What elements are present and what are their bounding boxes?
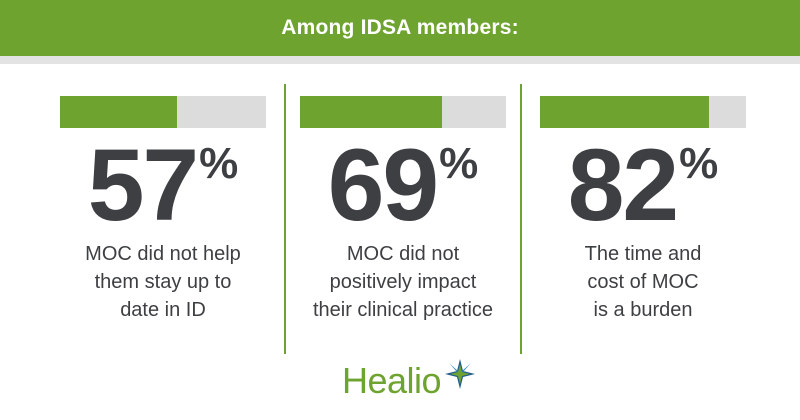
stat-percentage: 69% — [300, 134, 506, 236]
caption-line: date in ID — [120, 299, 206, 321]
percent-sign: % — [679, 139, 719, 188]
stat-value: 57 — [87, 128, 199, 242]
percent-sign: % — [199, 139, 239, 188]
header-divider — [0, 56, 800, 64]
header-banner: Among IDSA members: — [0, 0, 800, 56]
header-title: Among IDSA members: — [281, 16, 519, 39]
progress-bar-track — [540, 96, 746, 128]
progress-bar-fill — [300, 96, 443, 128]
healio-star-icon — [445, 359, 476, 389]
logo-text: Healio — [342, 360, 442, 401]
caption-line: MOC did not — [346, 243, 460, 265]
progress-bar-fill — [540, 96, 709, 128]
percent-sign: % — [439, 139, 479, 188]
column-divider — [284, 84, 286, 354]
stat-caption: The time and cost of MOC is a burden — [540, 240, 746, 324]
stat-caption: MOC did not help them stay up to date in… — [60, 240, 266, 324]
stat-card: 57% MOC did not help them stay up to dat… — [60, 96, 266, 324]
caption-line: their clinical practice — [312, 299, 494, 321]
stat-card: 69% MOC did not positively impact their … — [300, 96, 506, 324]
progress-bar-fill — [60, 96, 178, 128]
stat-value: 69 — [327, 128, 439, 242]
healio-logo: Healio — [342, 359, 477, 402]
progress-bar-track — [60, 96, 266, 128]
caption-line: them stay up to — [94, 271, 232, 293]
stat-value: 82 — [567, 128, 679, 242]
stat-card: 82% The time and cost of MOC is a burden — [540, 96, 746, 324]
column-divider — [520, 84, 522, 354]
caption-line: positively impact — [329, 271, 477, 293]
caption-line: The time and — [584, 243, 702, 265]
stat-percentage: 57% — [60, 134, 266, 236]
caption-line: is a burden — [593, 299, 693, 321]
caption-line: cost of MOC — [587, 271, 699, 293]
stat-percentage: 82% — [540, 134, 746, 236]
progress-bar-track — [300, 96, 506, 128]
stat-caption: MOC did not positively impact their clin… — [300, 240, 506, 324]
caption-line: MOC did not help — [85, 243, 241, 265]
